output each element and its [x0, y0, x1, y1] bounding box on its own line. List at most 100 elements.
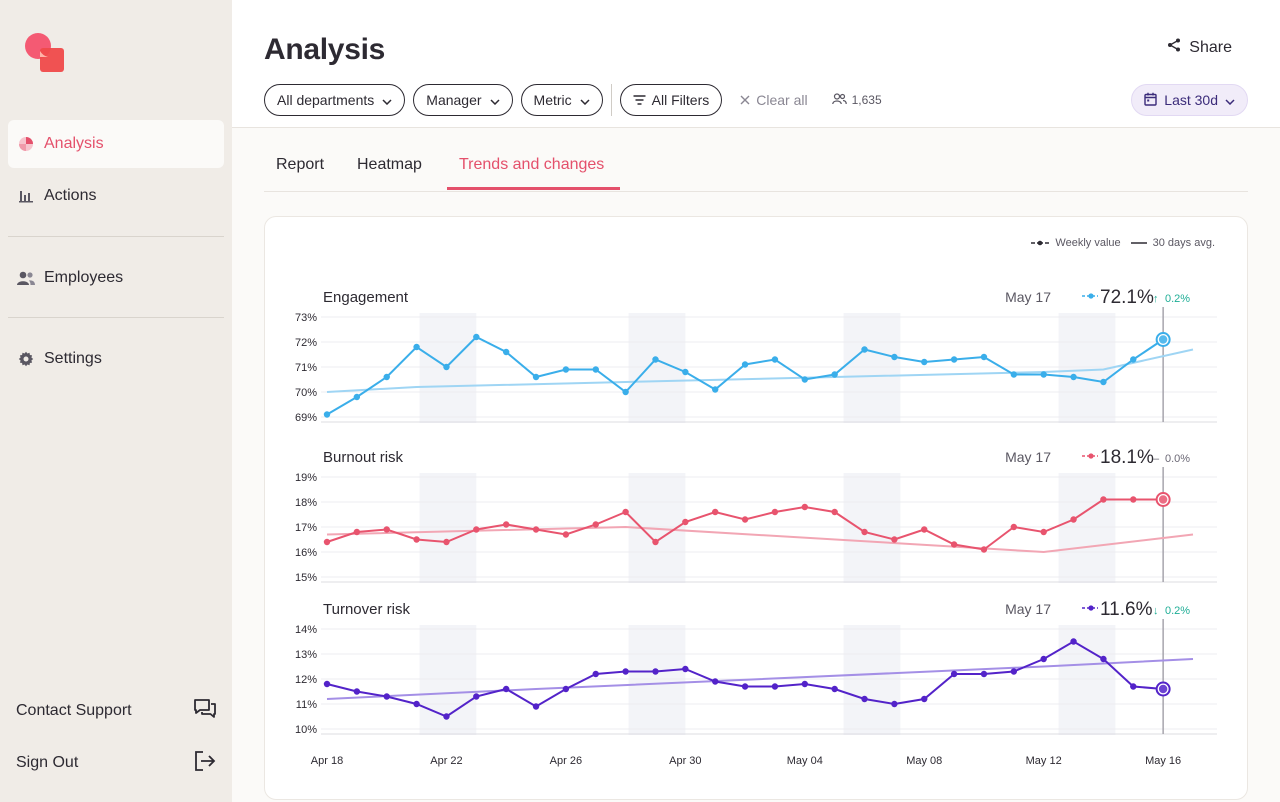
avg-line-icon [1130, 242, 1147, 244]
y-tick-label: 73% [295, 312, 317, 324]
tab-bar: Report Heatmap Trends and changes [264, 128, 1248, 192]
weekend-band [628, 625, 686, 735]
y-tick-label: 18% [295, 497, 317, 509]
app-logo [25, 33, 64, 72]
data-point [771, 508, 779, 516]
manager-filter[interactable]: Manager [413, 84, 513, 116]
tab-heatmap[interactable]: Heatmap [357, 156, 422, 173]
data-point [473, 333, 480, 341]
data-point [831, 371, 838, 378]
y-tick-label: 13% [295, 649, 317, 661]
y-tick-label: 69% [295, 412, 317, 424]
data-point [473, 526, 480, 533]
page-title: Analysis [264, 33, 385, 66]
legend-weekly: Weekly value [1031, 237, 1121, 249]
sidebar-item-settings[interactable]: Settings [8, 335, 224, 383]
data-point [861, 528, 868, 536]
data-point [323, 411, 331, 418]
weekend-band [843, 473, 901, 583]
gear-icon [16, 349, 36, 369]
metric-filter-label: Metric [533, 92, 572, 108]
data-point [682, 368, 689, 376]
calendar-icon [1144, 92, 1157, 109]
sign-out-icon [194, 750, 216, 776]
data-point [801, 680, 808, 688]
contact-support-label: Contact Support [16, 702, 132, 719]
sidebar-item-label: Employees [44, 269, 124, 286]
data-point [652, 668, 659, 675]
chart-title: Burnout risk [323, 449, 404, 466]
header: Analysis Share All departments Manager M… [232, 0, 1280, 128]
x-tick-label: Apr 22 [430, 755, 462, 767]
sign-out-button[interactable]: Sign Out [16, 749, 216, 777]
clear-all-button[interactable]: Clear all [740, 92, 808, 108]
data-point [562, 366, 570, 373]
legend-avg: 30 days avg. [1130, 237, 1215, 249]
y-tick-label: 70% [295, 387, 317, 399]
data-point [861, 695, 868, 703]
people-count: 1,635 [831, 92, 882, 108]
metric-filter[interactable]: Metric [520, 84, 603, 116]
sidebar-item-analysis[interactable]: Analysis [8, 120, 224, 168]
data-point [592, 521, 599, 528]
data-point [323, 538, 331, 546]
active-tab-indicator [447, 187, 620, 190]
data-point [383, 526, 390, 533]
data-point [861, 346, 868, 353]
y-tick-label: 14% [295, 624, 317, 636]
x-tick-label: Apr 18 [311, 755, 343, 767]
data-point [652, 538, 659, 546]
all-filters-button[interactable]: All Filters [619, 84, 723, 116]
chevron-down-icon [490, 92, 500, 108]
series-mark-dot [1088, 453, 1094, 459]
y-tick-label: 15% [295, 572, 317, 584]
data-point [1100, 496, 1107, 503]
data-point [980, 353, 988, 361]
chart-legend: Weekly value 30 days avg. [1031, 237, 1215, 249]
data-point [950, 541, 958, 548]
data-point [323, 680, 331, 688]
data-point [622, 668, 629, 675]
trend-charts: 73% 72% 71% 70% 69% Engagement May 17 72.1% ↑ 0.2… [295, 287, 1217, 767]
legend-weekly-label: Weekly value [1055, 237, 1121, 249]
x-tick-label: May 12 [1026, 755, 1062, 767]
sidebar-divider [8, 317, 224, 318]
y-tick-label: 12% [295, 674, 317, 686]
data-point [921, 358, 928, 366]
share-button[interactable]: Share [1167, 38, 1232, 57]
data-point [413, 343, 420, 351]
data-point [741, 683, 749, 690]
data-point [921, 526, 928, 533]
sidebar-divider [8, 236, 224, 237]
close-icon [740, 92, 750, 108]
sidebar-item-label: Actions [44, 187, 97, 204]
data-point [502, 521, 510, 528]
filter-bar: All departments Manager Metric All Filte… [264, 84, 882, 116]
department-filter-label: All departments [277, 92, 375, 108]
data-point [1070, 373, 1077, 381]
x-tick-label: May 08 [906, 755, 942, 767]
tab-trends-and-changes[interactable]: Trends and changes [459, 156, 605, 173]
sidebar-item-label: Analysis [44, 135, 104, 152]
share-label: Share [1189, 38, 1232, 56]
contact-support-button[interactable]: Contact Support [16, 697, 216, 725]
sidebar-item-actions[interactable]: Actions [8, 172, 224, 220]
chevron-down-icon [1225, 92, 1235, 108]
data-point [712, 678, 719, 685]
current-value: 11.6% [1100, 599, 1153, 620]
data-point [353, 393, 361, 401]
chart-title: Engagement [323, 289, 409, 306]
tab-report[interactable]: Report [276, 156, 325, 173]
data-point [443, 713, 450, 720]
sidebar: Analysis Actions Employees Settings Cont… [0, 0, 232, 802]
data-point [532, 703, 540, 710]
data-point [562, 685, 570, 693]
data-point [771, 356, 779, 363]
data-point [950, 670, 958, 678]
current-point [1158, 684, 1168, 694]
sidebar-item-employees[interactable]: Employees [8, 254, 224, 302]
data-point [413, 700, 420, 708]
data-point [831, 508, 838, 516]
date-range-select[interactable]: Last 30d [1131, 84, 1248, 116]
department-filter[interactable]: All departments [264, 84, 406, 116]
